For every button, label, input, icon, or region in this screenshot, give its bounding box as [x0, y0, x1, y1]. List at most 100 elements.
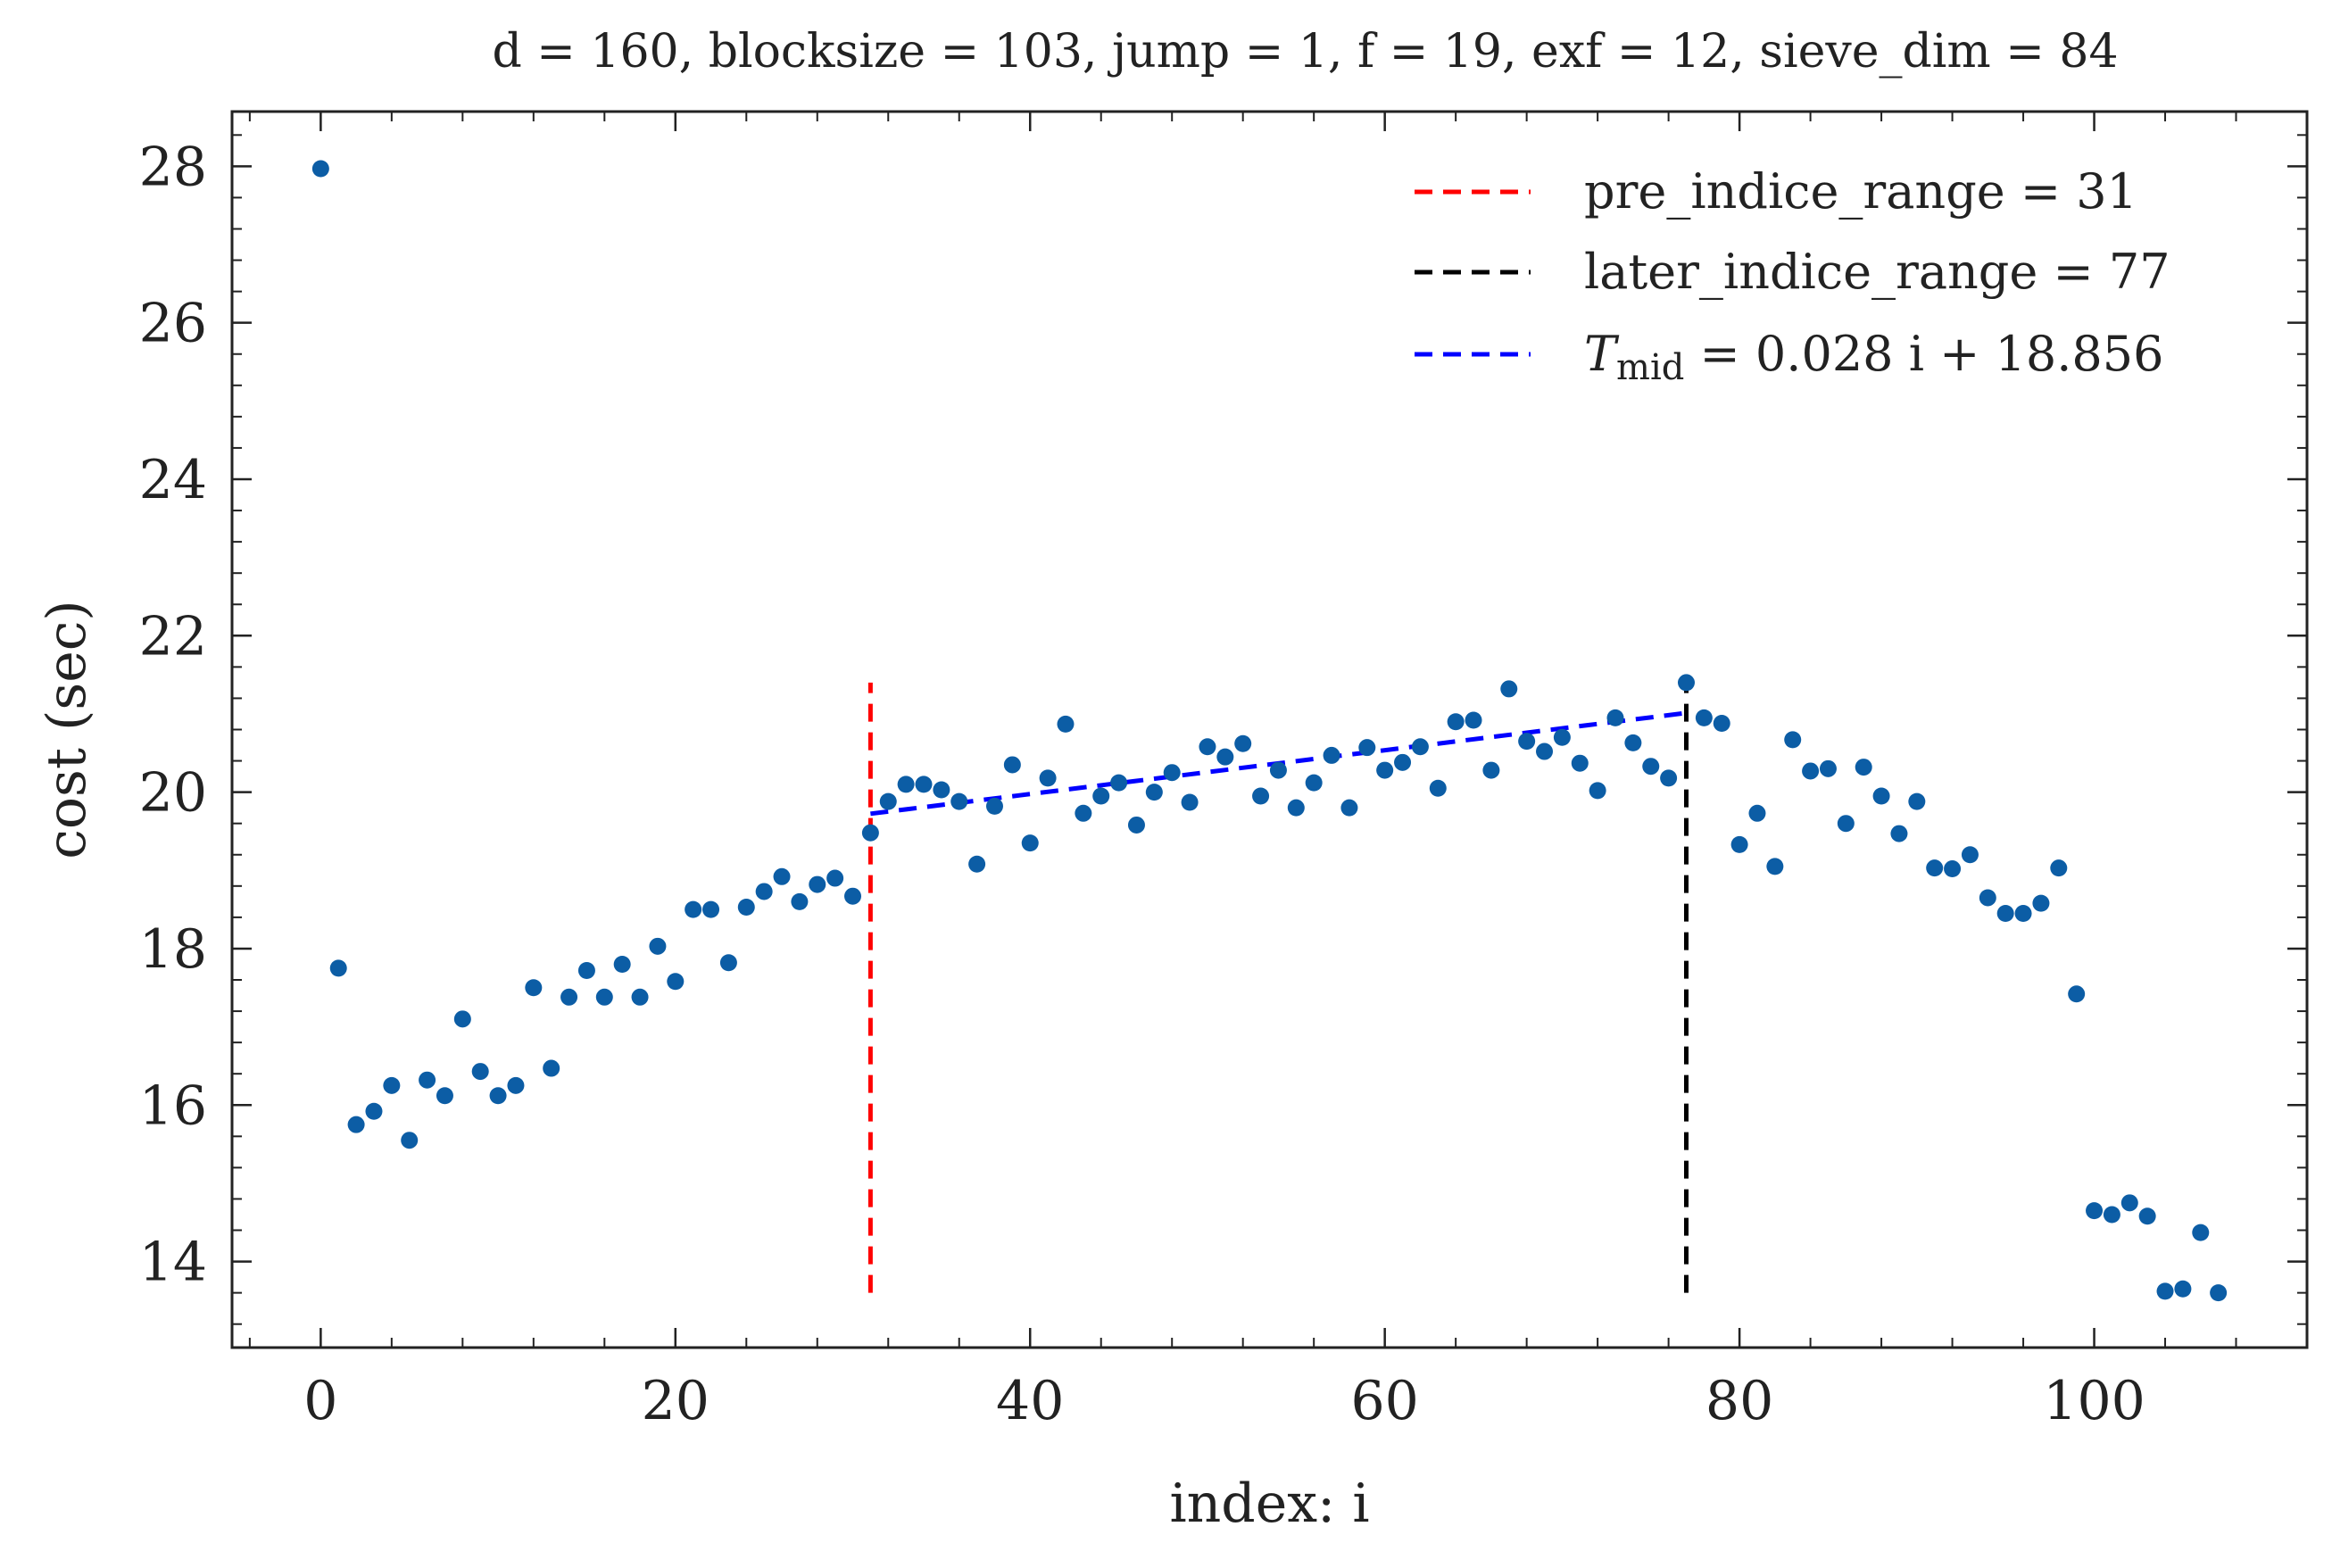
data-point — [1819, 759, 1837, 777]
data-point — [1571, 754, 1589, 772]
data-point — [2014, 904, 2032, 922]
data-point — [525, 979, 543, 997]
data-point — [1003, 756, 1021, 774]
data-point — [1394, 753, 1412, 771]
data-point — [1660, 769, 1678, 787]
data-point — [826, 869, 844, 887]
data-point — [1447, 713, 1465, 731]
data-point — [897, 776, 915, 793]
data-point — [737, 898, 755, 916]
y-tick-label: 24 — [139, 449, 207, 511]
data-point — [950, 792, 968, 810]
chart-title: d = 160, blocksize = 103, jump = 1, f = … — [492, 25, 2118, 79]
y-tick-label: 18 — [139, 918, 207, 981]
data-point — [507, 1076, 525, 1094]
legend-later-label: later_indice_range = 77 — [1584, 244, 2170, 300]
data-point — [1855, 759, 1872, 776]
data-point — [1908, 792, 1926, 810]
data-point — [719, 954, 737, 972]
data-point — [2156, 1282, 2174, 1300]
data-point — [879, 792, 897, 810]
x-tick-label: 0 — [303, 1370, 337, 1432]
data-point — [844, 887, 862, 905]
data-point — [595, 988, 613, 1006]
data-point — [631, 988, 649, 1006]
x-tick-label: 100 — [2043, 1370, 2145, 1432]
data-point — [1748, 804, 1766, 822]
y-tick-label: 20 — [139, 762, 207, 825]
data-point — [1996, 904, 2014, 922]
data-point — [613, 955, 631, 973]
data-point — [1305, 774, 1323, 792]
y-tick-label: 22 — [139, 605, 207, 668]
x-tick-label: 40 — [996, 1370, 1064, 1432]
plot-frame — [230, 110, 2309, 1349]
data-point — [2068, 985, 2086, 1003]
data-point — [419, 1071, 436, 1089]
y-tick-label: 26 — [139, 293, 207, 355]
data-point — [1287, 799, 1305, 817]
data-point — [1802, 762, 1820, 780]
data-point — [383, 1076, 401, 1094]
x-axis-title: index: i — [1169, 1473, 1369, 1535]
data-point — [1837, 815, 1855, 833]
data-point — [915, 776, 933, 793]
data-point — [401, 1132, 419, 1149]
data-point — [2120, 1194, 2138, 1212]
y-tick-label: 16 — [139, 1074, 207, 1137]
x-tick-label: 80 — [1705, 1370, 1773, 1432]
data-point — [791, 892, 809, 910]
legend-pre-label: pre_indice_range = 31 — [1584, 163, 2137, 220]
data-point — [1057, 715, 1075, 733]
data-point — [1500, 680, 1518, 698]
data-point — [2050, 859, 2068, 877]
data-point — [2103, 1206, 2120, 1224]
data-point — [667, 973, 685, 991]
data-point — [933, 781, 950, 799]
data-point — [1465, 711, 1482, 729]
data-point — [2174, 1280, 2192, 1298]
data-point — [1730, 835, 1748, 853]
data-point — [1216, 748, 1234, 766]
data-point — [1695, 709, 1713, 726]
legend-fit-label: Tmid = 0.028 i + 18.856 — [1584, 326, 2164, 388]
data-point — [861, 824, 879, 842]
data-point — [2086, 1202, 2104, 1220]
y-axis-title: cost (sec) — [36, 600, 98, 859]
data-point — [311, 160, 329, 178]
data-point — [1642, 758, 1660, 776]
data-point — [685, 900, 702, 918]
data-point — [1606, 709, 1624, 726]
data-point — [1589, 782, 1606, 800]
data-point — [1358, 739, 1376, 757]
data-point — [1926, 859, 1944, 877]
data-point — [1482, 761, 1500, 779]
data-point — [1872, 787, 1890, 805]
legend-fit-equation: = 0.028 i + 18.856 — [1684, 326, 2163, 382]
data-point — [1127, 816, 1145, 834]
data-point — [1021, 834, 1039, 852]
data-point — [985, 797, 1003, 815]
data-point — [329, 959, 347, 977]
data-point — [1075, 804, 1092, 822]
data-point — [1181, 793, 1199, 811]
data-point — [1163, 764, 1181, 782]
data-point — [2210, 1284, 2228, 1302]
data-point — [1518, 733, 1536, 751]
data-point — [1234, 734, 1252, 752]
data-point — [1039, 769, 1057, 787]
data-point — [1269, 761, 1287, 779]
data-point — [543, 1059, 560, 1077]
data-point — [1766, 858, 1784, 875]
data-point — [1340, 799, 1358, 817]
legend-fit-symbol: T — [1584, 326, 1620, 382]
data-points — [311, 160, 2228, 1302]
data-point — [347, 1116, 365, 1133]
axis-ticks: 0 20 40 60 80 100 14 16 18 20 22 24 26 28 — [139, 112, 2308, 1432]
data-point — [968, 855, 986, 873]
data-point — [755, 883, 773, 900]
data-point — [1677, 674, 1695, 692]
data-point — [365, 1102, 383, 1120]
data-point — [453, 1010, 471, 1028]
